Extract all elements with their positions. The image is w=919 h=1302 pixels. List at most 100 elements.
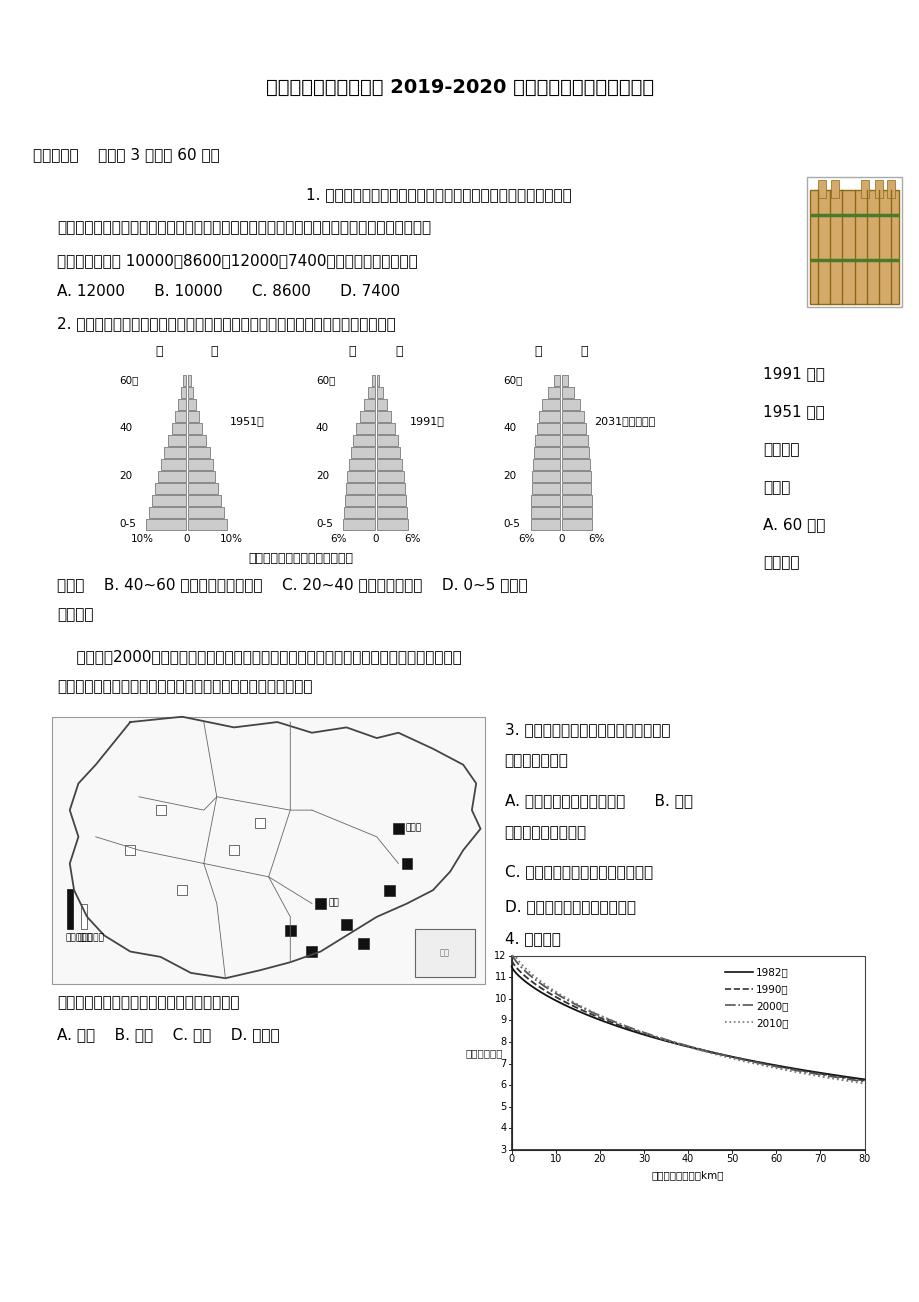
Bar: [562, 483, 591, 493]
Text: 6%: 6%: [330, 535, 346, 544]
Bar: [187, 518, 227, 530]
Text: 某地区不同时期人口年龄结构图: 某地区不同时期人口年龄结构图: [248, 552, 353, 565]
Text: C. 东南沿海地区为人口主要迁入区: C. 东南沿海地区为人口主要迁入区: [505, 865, 652, 879]
Bar: [538, 411, 560, 422]
Bar: [314, 898, 325, 909]
Text: 40: 40: [681, 1154, 694, 1164]
Bar: [376, 506, 407, 518]
Text: 黑龙江: 黑龙江: [405, 824, 422, 833]
Text: 迁出人口数的区域；反之，为人口净迁出区。读图回答下列各题: 迁出人口数的区域；反之，为人口净迁出区。读图回答下列各题: [57, 678, 312, 694]
Bar: [376, 447, 400, 458]
Text: 40: 40: [315, 423, 329, 434]
Text: 60岁: 60岁: [315, 375, 335, 385]
Text: 源开发而引起人口净迁入的省级行政区有（）: 源开发而引起人口净迁入的省级行政区有（）: [57, 996, 240, 1010]
Text: 0: 0: [508, 1154, 515, 1164]
Bar: [376, 375, 379, 387]
Text: A. 西南地区为人口净迁出区      B. 西北: A. 西南地区为人口净迁出区 B. 西北: [505, 793, 692, 809]
Text: 10: 10: [549, 1154, 562, 1164]
Bar: [562, 447, 588, 458]
Bar: [376, 458, 402, 470]
Bar: [562, 375, 568, 387]
Bar: [348, 458, 374, 470]
Text: 3. 关于我国不同地区人口迁移情况的叙: 3. 关于我国不同地区人口迁移情况的叙: [505, 721, 670, 737]
Bar: [533, 447, 560, 458]
Text: 11: 11: [494, 973, 506, 982]
Bar: [562, 518, 592, 530]
Bar: [562, 400, 580, 410]
Text: 重上升    B. 40~60 岁人口比重保持不变    C. 20~40 岁人口比重下降    D. 0~5 岁人口: 重上升 B. 40~60 岁人口比重保持不变 C. 20~40 岁人口比重下降 …: [57, 577, 528, 592]
Bar: [52, 716, 484, 983]
Bar: [67, 889, 74, 928]
Bar: [158, 471, 186, 482]
Text: 20: 20: [315, 471, 329, 480]
Text: 40: 40: [119, 423, 132, 434]
Bar: [414, 928, 474, 976]
Text: 20: 20: [119, 471, 132, 480]
Text: 1991 年与: 1991 年与: [763, 366, 824, 381]
Bar: [229, 845, 239, 855]
Bar: [187, 483, 218, 493]
Text: 0: 0: [183, 535, 189, 544]
Bar: [817, 180, 825, 198]
Bar: [187, 387, 192, 398]
Text: 12: 12: [494, 950, 506, 961]
Text: 木桶的盛水量不取决于那块最长的，而是取决于最短的）。以某地四要素测的各自所能供养的: 木桶的盛水量不取决于那块最长的，而是取决于最短的）。以某地四要素测的各自所能供养…: [57, 220, 431, 234]
Text: 0-5: 0-5: [119, 518, 136, 529]
Bar: [356, 423, 374, 434]
Text: 6%: 6%: [587, 535, 604, 544]
Text: 20: 20: [593, 1154, 606, 1164]
Bar: [187, 447, 210, 458]
Bar: [530, 495, 560, 505]
Bar: [187, 471, 215, 482]
Bar: [532, 458, 560, 470]
Bar: [161, 458, 186, 470]
Bar: [175, 411, 186, 422]
Bar: [562, 495, 592, 505]
Bar: [376, 400, 387, 410]
Text: 男: 男: [534, 345, 541, 358]
Text: 人口密度对数: 人口密度对数: [465, 1048, 502, 1057]
Bar: [809, 190, 899, 305]
Text: 0: 0: [558, 535, 564, 544]
Text: 距市中心的距离（km）: 距市中心的距离（km）: [652, 1169, 723, 1180]
Bar: [392, 823, 403, 835]
Bar: [187, 411, 199, 422]
Bar: [180, 387, 186, 398]
Text: 5: 5: [500, 1101, 506, 1112]
Bar: [562, 423, 585, 434]
Text: 9: 9: [500, 1016, 506, 1026]
Text: 人口数量分别是 10000，8600，12000，7400，则该地的人口容量是: 人口数量分别是 10000，8600，12000，7400，则该地的人口容量是: [57, 253, 418, 268]
Bar: [376, 483, 405, 493]
Bar: [530, 518, 560, 530]
Text: 0: 0: [372, 535, 379, 544]
Bar: [542, 400, 560, 410]
Bar: [376, 423, 395, 434]
Text: 迁出人口数: 迁出人口数: [77, 934, 104, 943]
Bar: [164, 447, 186, 458]
Bar: [187, 423, 201, 434]
Text: 60岁: 60岁: [119, 375, 138, 385]
Text: 10%: 10%: [220, 535, 243, 544]
Bar: [384, 884, 395, 896]
Text: 2. 下图为「某地区不同时期人口年龄结构图」。读图并结合所学知识，完成下题。: 2. 下图为「某地区不同时期人口年龄结构图」。读图并结合所学知识，完成下题。: [57, 316, 396, 332]
Text: 山西省晋中市和诚中学 2019-2020 学年高一地理下学期周练一: 山西省晋中市和诚中学 2019-2020 学年高一地理下学期周练一: [266, 77, 653, 96]
Bar: [511, 956, 864, 1150]
Bar: [376, 435, 398, 445]
Text: 2000年: 2000年: [755, 1001, 788, 1012]
Text: 60: 60: [769, 1154, 781, 1164]
Bar: [859, 180, 868, 198]
Text: 1. 读「木桶效应」图（组成木桶的木板如果长短不一，那么这只: 1. 读「木桶效应」图（组成木桶的木板如果长短不一，那么这只: [306, 187, 571, 202]
Text: 1951 年相: 1951 年相: [763, 404, 824, 419]
Bar: [376, 495, 406, 505]
Bar: [344, 506, 374, 518]
Bar: [154, 483, 186, 493]
Text: D. 东北地区为人口主要迁出区: D. 东北地区为人口主要迁出区: [505, 898, 635, 914]
Bar: [376, 518, 408, 530]
Text: 10%: 10%: [130, 535, 153, 544]
Bar: [346, 471, 374, 482]
Bar: [255, 819, 265, 828]
Bar: [562, 435, 587, 445]
Bar: [306, 947, 317, 957]
Text: 0-5: 0-5: [504, 518, 520, 529]
Bar: [357, 937, 369, 949]
